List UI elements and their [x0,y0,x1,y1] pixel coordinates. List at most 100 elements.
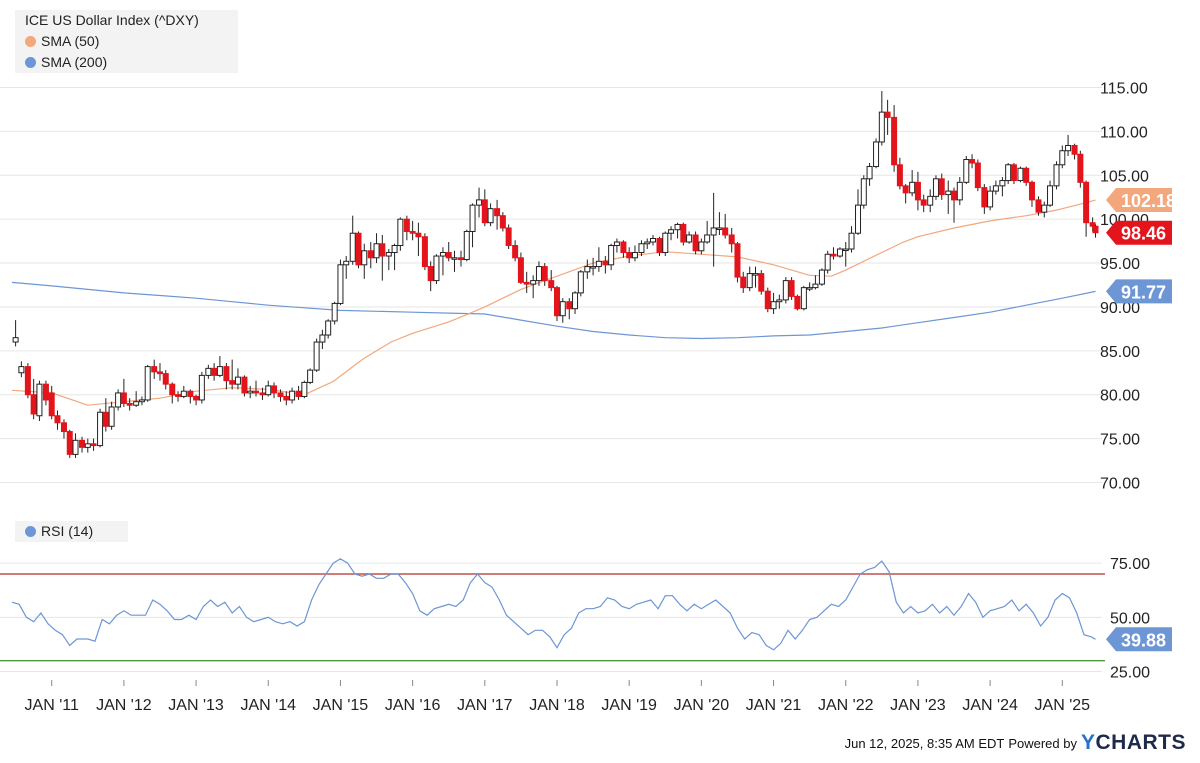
candle-body [325,320,332,336]
candle [818,268,825,286]
time-tick-label: JAN '16 [385,697,441,714]
time-tick-label: JAN '21 [746,697,802,714]
candle [728,227,735,253]
time-tick-label: JAN '18 [529,697,585,714]
candle-layer [12,91,1099,458]
candle-body [692,234,699,252]
candle [301,380,308,399]
candle-body [1059,150,1066,166]
legend-rsi[interactable]: RSI (14) [25,521,128,542]
candle [463,229,470,262]
close-value-badge: 98.46 [1106,220,1172,245]
candle-body [896,164,903,187]
candle [187,389,194,404]
candle [193,394,200,406]
candle-body [613,241,620,247]
candle-body [102,411,109,427]
candle [884,99,891,135]
candle-body [584,266,591,273]
candle-body [180,390,187,397]
candle [247,385,254,399]
candle [277,389,284,402]
candle-body [920,199,927,206]
candle [620,240,627,258]
candle [951,187,958,223]
candle-body [650,237,657,243]
price-tick-label: 115.00 [1100,81,1148,98]
candle [331,301,338,325]
candle [577,270,584,297]
time-tick-label: JAN '13 [168,697,224,714]
sma200-value-badge-shape [1106,279,1172,304]
candle [241,375,248,397]
candle-body [133,401,140,406]
candle [1059,145,1066,169]
candle [830,247,837,260]
candle-body [590,266,597,269]
candle [517,252,524,285]
candle-body [90,443,97,447]
candle [385,249,392,271]
candle [902,184,909,204]
candle-body [463,230,470,261]
candle [1071,143,1078,160]
candle-body [18,366,25,374]
legend-sma200[interactable]: SMA (200) [25,52,238,73]
candle [144,364,151,402]
sma50-value-badge: 102.18 [1106,188,1176,213]
candle [722,213,729,239]
candle-body [115,392,122,408]
candle-body [992,185,999,192]
candle-body [476,199,483,206]
candle-body [1005,164,1012,182]
ycharts-logo[interactable]: YCHARTS [1081,731,1186,755]
candle [469,203,476,248]
candle [878,91,885,146]
candle [379,234,386,281]
candle [1092,224,1099,238]
candle [30,378,37,420]
candle [1017,166,1024,183]
candle [349,215,356,265]
candle-body [1089,222,1096,227]
candle [54,410,61,430]
footer-powered-by: Powered by [1008,735,1077,751]
candle [662,231,669,257]
candle-body [963,159,970,183]
candle-body [211,367,218,376]
candle-body [891,116,898,166]
candle [938,173,945,200]
candle-body [969,159,976,164]
legend-sma50[interactable]: SMA (50) [25,31,238,52]
candle [12,320,19,347]
candle [234,368,241,390]
candle-body [668,229,675,234]
candle-body [644,241,651,245]
candle-body [397,218,404,247]
candle-body [938,178,945,196]
candle-body [716,227,723,230]
candle [36,380,43,422]
candle-body [409,230,416,234]
candle-body [385,252,392,257]
candle-body [999,180,1006,187]
candle-body [223,366,230,382]
candle [758,270,765,295]
candle [704,220,711,244]
candle [439,247,446,276]
candle-body [710,227,717,236]
candle-body [788,280,795,297]
price-tick-label: 110.00 [1100,124,1148,141]
candle-body [848,232,855,250]
candle [295,385,302,400]
candle-body [704,234,711,243]
candle-body [800,287,807,310]
candle [969,154,976,169]
candle [963,156,970,185]
candle-body [595,260,602,268]
candle-body [216,366,223,376]
candle-body [289,390,296,401]
candle [812,275,819,290]
candle-body [265,385,272,396]
